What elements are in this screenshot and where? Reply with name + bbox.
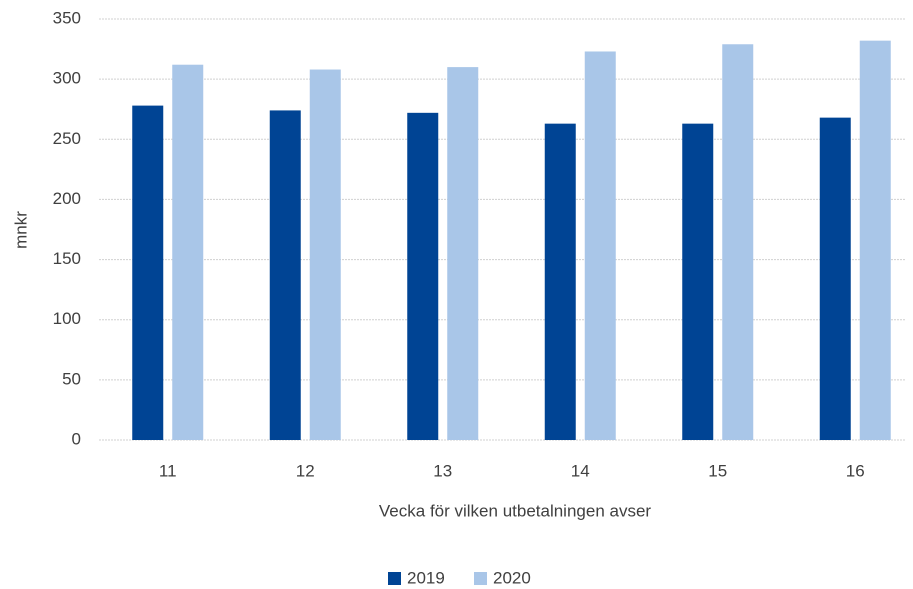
- legend-swatch: [388, 572, 401, 585]
- x-axis-label: Vecka för vilken utbetalningen avser: [379, 501, 652, 520]
- bar: [859, 40, 891, 440]
- bar: [682, 123, 714, 441]
- y-tick-label: 200: [53, 189, 81, 208]
- x-tick-label: 12: [296, 461, 315, 480]
- y-tick-label: 50: [62, 369, 81, 388]
- x-tick-label: 15: [708, 461, 727, 480]
- bar: [269, 110, 301, 440]
- bar: [584, 51, 616, 440]
- legend-swatch: [474, 572, 487, 585]
- y-tick-label: 250: [53, 129, 81, 148]
- bar: [722, 44, 754, 440]
- y-axis-label: mnkr: [11, 211, 30, 249]
- y-tick-label: 100: [53, 309, 81, 328]
- bar: [819, 117, 851, 441]
- x-tick-label: 13: [433, 461, 452, 480]
- legend-label: 2019: [407, 568, 445, 587]
- bar: [172, 64, 204, 441]
- y-tick-label: 0: [72, 429, 81, 448]
- bar: [544, 123, 576, 441]
- x-tick-label: 14: [571, 461, 590, 480]
- bar: [132, 105, 164, 440]
- x-tick-label: 11: [159, 461, 177, 480]
- legend-label: 2020: [493, 568, 531, 587]
- y-tick-label: 150: [53, 249, 81, 268]
- y-tick-label: 350: [53, 8, 81, 27]
- bar: [407, 112, 439, 440]
- y-tick-label: 300: [53, 69, 81, 88]
- bar: [309, 69, 341, 441]
- bar: [447, 67, 479, 440]
- x-tick-label: 16: [846, 461, 865, 480]
